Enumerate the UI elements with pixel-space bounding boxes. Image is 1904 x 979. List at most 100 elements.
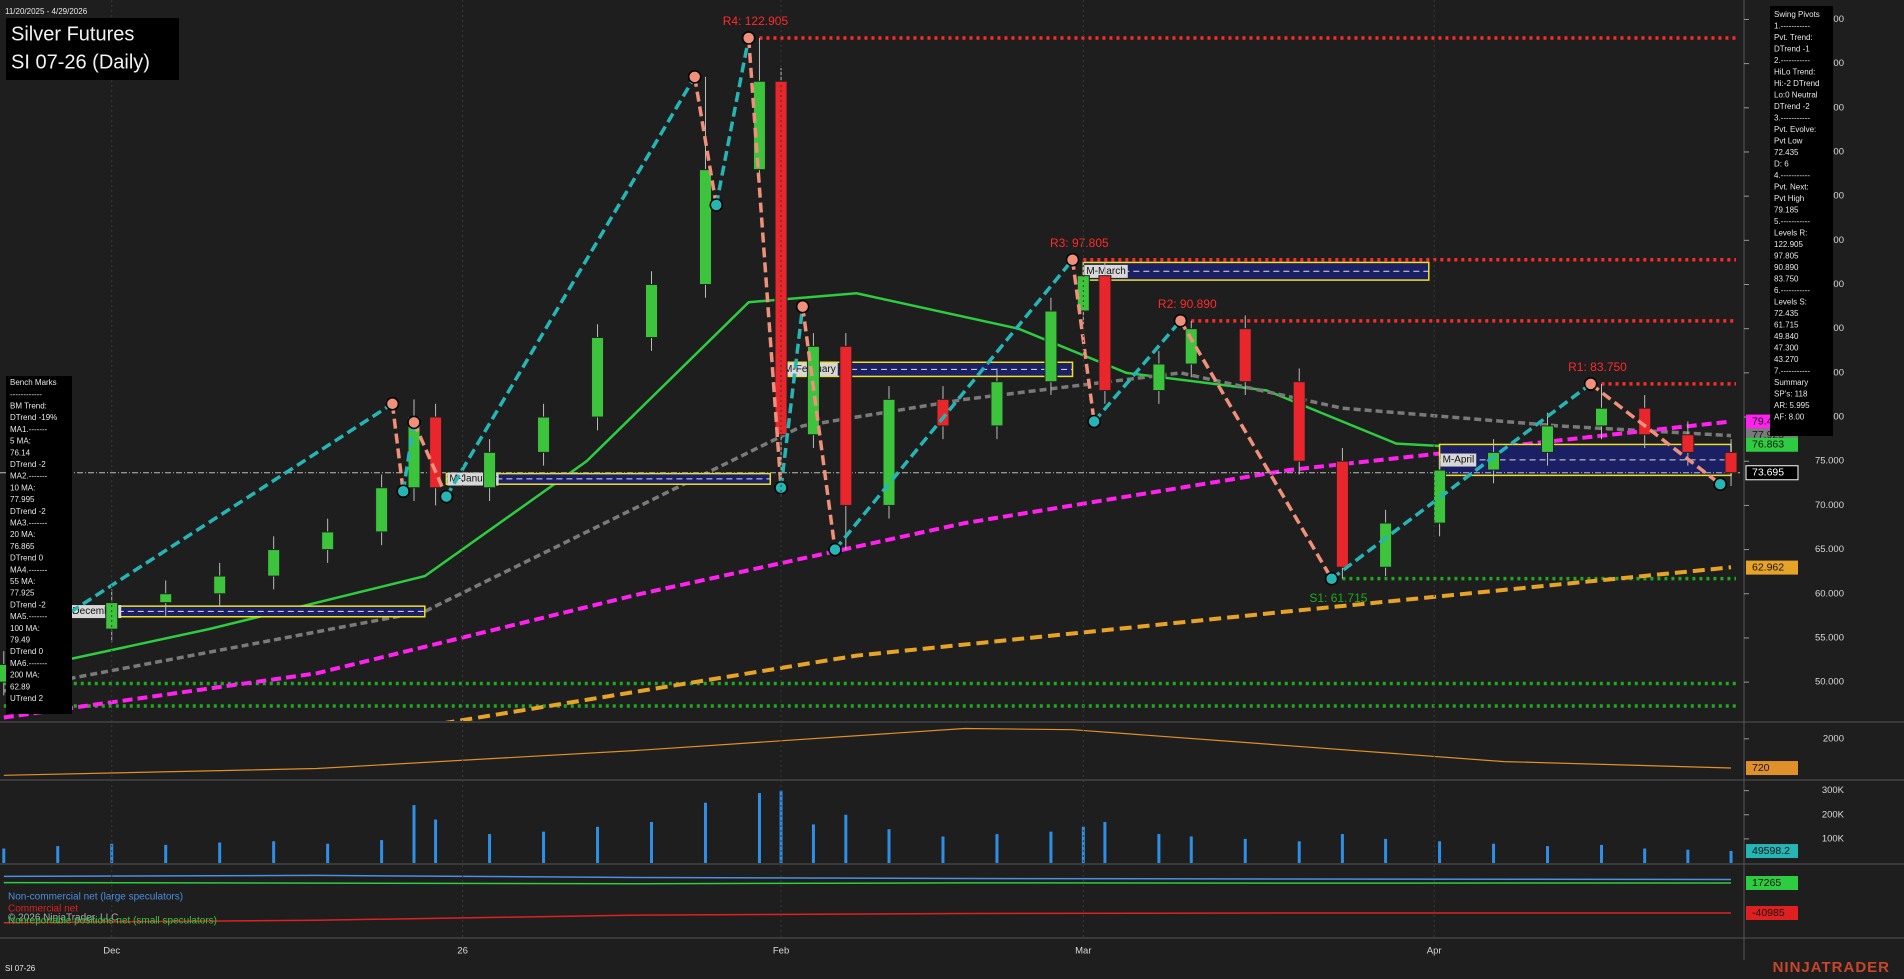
swing-pivot-line: 4.-----------: [1774, 171, 1810, 180]
monthly-box-label: M-December: [61, 606, 119, 617]
y-tick-label: 65.000: [1815, 544, 1844, 555]
swing-pivot-line: 43.270: [1774, 355, 1799, 364]
volume-tick-label: 100K: [1822, 833, 1845, 844]
volume-bar: [1049, 831, 1053, 863]
instrument-title: Silver Futures: [11, 23, 134, 45]
bench-mark-line: 76.865: [10, 542, 35, 551]
swing-pivot: [795, 299, 810, 314]
swing-pivot-line: Pvt. Next:: [1774, 183, 1809, 192]
candle-body: [1595, 407, 1609, 427]
swing-pivot-line: 72.435: [1774, 309, 1799, 318]
candle-body: [645, 284, 659, 339]
swing-pivot-line: DTrend -2: [1774, 102, 1810, 111]
price-tag-label: 76.863: [1752, 439, 1784, 451]
swing-pivot: [396, 484, 410, 499]
candle-body: [1152, 363, 1166, 392]
monthly-box-label: M-March: [1086, 266, 1125, 277]
cot-legend: Non-commercial net (large speculators): [8, 892, 183, 903]
swing-leg: [692, 76, 719, 206]
swing-pivot-line: Hi:-2 DTrend: [1774, 79, 1820, 88]
price-tag: [1746, 437, 1798, 452]
cot-tag: [1746, 876, 1798, 890]
volume-bar: [272, 841, 276, 863]
candle-body: [839, 345, 853, 506]
y-tick-label: 75.000: [1815, 456, 1844, 467]
candle-body: [1335, 460, 1349, 568]
candle-body: [213, 575, 227, 595]
swing-pivot-line: Pvt Low: [1774, 137, 1803, 146]
volume-bar: [1643, 848, 1647, 863]
volume-bar: [703, 802, 707, 863]
volume-bar: [1157, 834, 1161, 863]
volume-bar: [164, 844, 168, 863]
level-label: R3: 97.805: [1050, 236, 1109, 250]
swing-pivot-line: 6.-----------: [1774, 286, 1810, 295]
candle-body: [752, 80, 766, 171]
swing-pivot: [439, 489, 454, 504]
x-tick-label: Mar: [1075, 946, 1091, 957]
swing-pivot-line: SP's: 118: [1774, 390, 1808, 399]
x-tick-label: Apr: [1427, 946, 1442, 957]
volume-bar: [1384, 838, 1388, 863]
swing-leg: [1178, 319, 1334, 580]
candle-body: [483, 451, 497, 489]
volume-bar: [1492, 843, 1496, 863]
candle-body: [1044, 310, 1058, 383]
swing-pivot: [1173, 313, 1188, 328]
volume-bar: [56, 846, 60, 863]
bench-mark-line: DTrend -2: [10, 600, 46, 609]
volume-bar: [650, 822, 654, 863]
candle-body: [1379, 522, 1393, 568]
swing-pivot-line: Levels S:: [1774, 298, 1807, 307]
volume-bar: [412, 805, 416, 863]
contract-title: SI 07-26 (Daily): [11, 51, 150, 73]
swing-pivots-text: Swing Pivots 1.----------- Pvt. Trend: DTre…: [1774, 10, 1820, 422]
volume-tick-label: 300K: [1822, 785, 1845, 796]
bench-mark-line: 77.925: [10, 589, 35, 598]
volume-bar: [1189, 836, 1193, 863]
swing-leg: [56, 402, 394, 622]
bench-mark-line: 77.995: [10, 495, 35, 504]
bench-mark-line: Bench Marks: [10, 378, 57, 387]
volume-bar: [2, 848, 6, 863]
volume-bar: [488, 834, 492, 863]
candle-body: [936, 398, 950, 427]
level-label: R1: 83.750: [1568, 360, 1627, 374]
bench-mark-line: BM Trend:: [10, 402, 47, 411]
swing-leg: [833, 258, 1074, 551]
swing-leg: [412, 421, 448, 498]
moving-average: [444, 565, 1732, 721]
price-tag: [1746, 560, 1798, 575]
volume-tag: [1746, 844, 1798, 859]
bench-mark-line: MA4.-------: [10, 565, 48, 574]
volume-bar: [1243, 838, 1247, 863]
candle-body: [429, 416, 443, 489]
candle-body: [1098, 275, 1112, 392]
swing-pivot: [1087, 414, 1101, 429]
volume-bar: [844, 814, 848, 863]
swing-pivot-line: HiLo Trend:: [1774, 68, 1815, 77]
x-tick-label: 26: [457, 946, 468, 957]
swing-pivot-line: D: 6: [1774, 160, 1789, 169]
bench-mark-line: DTrend -2: [10, 460, 46, 469]
candle-body: [159, 593, 173, 604]
volume-bar: [887, 829, 891, 863]
monthly-box-label-bg: [1084, 264, 1128, 278]
bench-mark-line: 100 MA:: [10, 624, 40, 633]
bench-mark-line: 5 MA:: [10, 437, 31, 446]
swing-pivot: [1324, 571, 1339, 586]
bench-mark-line: ------------: [10, 390, 42, 399]
candle-body: [591, 337, 605, 418]
price-tag-label: 73.695: [1752, 467, 1784, 479]
bench-marks-text: Bench Marks ------------ BM Trend: DTrend -…: [10, 378, 57, 703]
cot-line: [3, 874, 1732, 881]
volume-bar: [757, 793, 761, 863]
volume-bar: [380, 840, 384, 863]
candle-body: [1681, 434, 1695, 453]
cot-legend: Commercial net: [8, 904, 78, 915]
swing-pivot-line: 2.-----------: [1774, 56, 1810, 65]
volume-bar: [596, 826, 600, 863]
monthly-box-label: M-April: [1443, 455, 1475, 466]
candle-body: [1238, 328, 1252, 383]
swing-pivot-line: Levels R:: [1774, 229, 1807, 238]
